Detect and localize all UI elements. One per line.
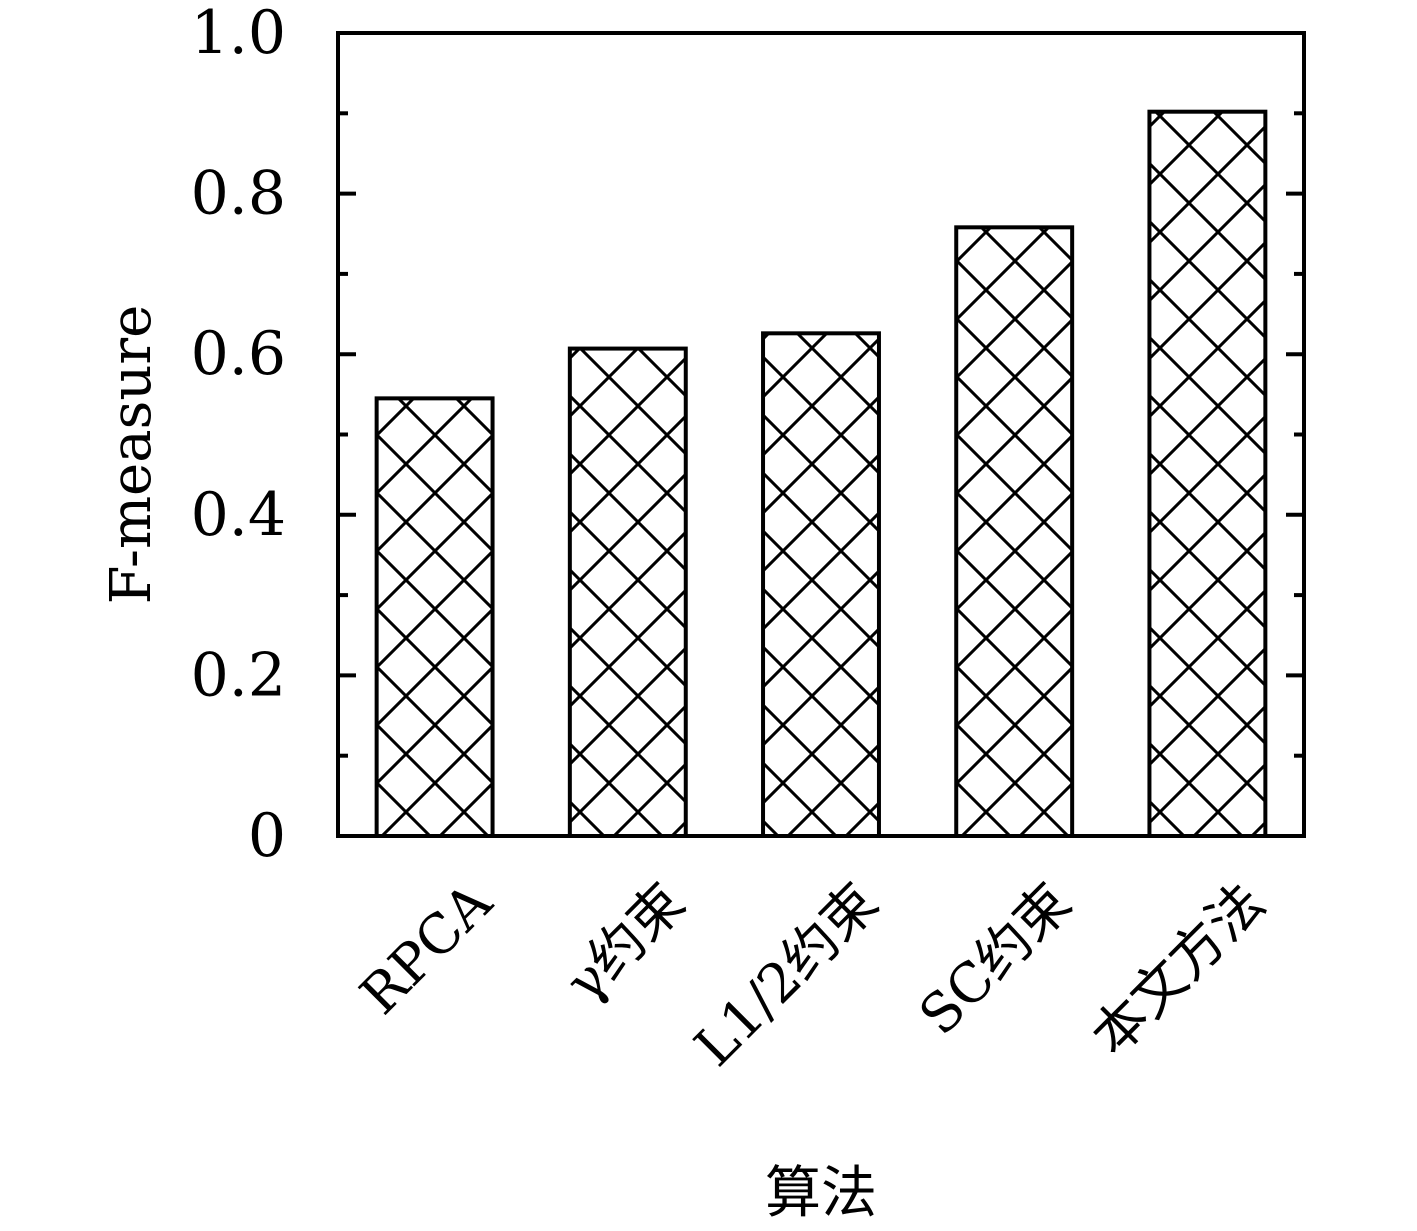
- bar-4: [954, 225, 1075, 839]
- bars-group: [374, 109, 1268, 839]
- x-tick-label: γ约束: [553, 871, 697, 1015]
- y-ticks-group: 0 0.2 0.4 0.6 0.8 1.0: [191, 0, 1304, 871]
- x-tick-label: RPCA: [348, 870, 504, 1026]
- x-tick-label: L1/2约束: [682, 871, 890, 1079]
- bar-1: [374, 396, 495, 838]
- y-tick-label: 0.2: [191, 640, 286, 710]
- x-axis-label: 算法: [765, 1161, 877, 1226]
- bar-3: [761, 331, 881, 838]
- x-tick-label: SC约束: [907, 871, 1083, 1047]
- x-tick-label: 本文方法: [1079, 871, 1276, 1068]
- bar-5: [1147, 109, 1268, 839]
- y-tick-label: 0.6: [191, 319, 286, 389]
- y-axis-label: F-measure: [99, 305, 164, 605]
- y-tick-label: 1.0: [191, 0, 286, 68]
- bar-2: [567, 346, 688, 838]
- y-tick-label: 0.4: [191, 480, 286, 550]
- y-tick-label: 0: [248, 801, 286, 871]
- y-tick-label: 0.8: [191, 159, 286, 229]
